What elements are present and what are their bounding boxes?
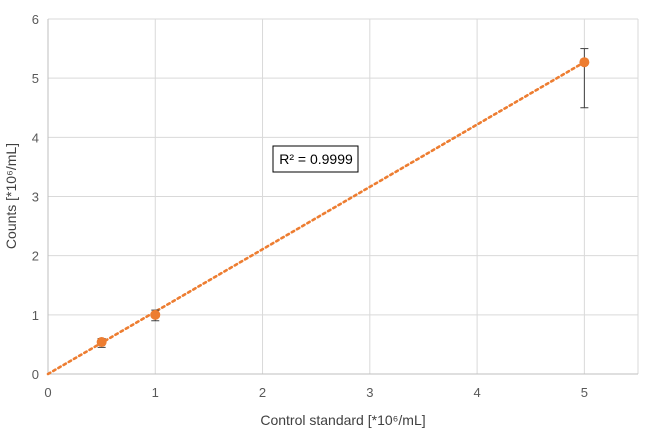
trendline-group	[46, 60, 586, 376]
data-points	[96, 57, 590, 348]
y-axis-title: Counts [*10⁶/mL]	[3, 143, 19, 249]
y-tick-label-3: 3	[32, 190, 39, 205]
annotation-box	[272, 145, 359, 173]
y-tick-label-2: 2	[32, 249, 39, 264]
axes	[47, 19, 638, 375]
trendline	[46, 60, 586, 376]
r-squared-annotation: R² = 0.9999	[272, 145, 359, 173]
y-tick-label-5: 5	[32, 71, 39, 86]
x-tick-labels: 0 1 2 3 4 5	[44, 385, 588, 400]
data-point-1	[150, 309, 161, 320]
y-tick-label-0: 0	[32, 367, 39, 382]
data-point-2	[579, 57, 590, 68]
x-axis-title: Control standard [*10⁶/mL]	[260, 412, 425, 428]
y-tick-label-1: 1	[32, 308, 39, 323]
y-tick-labels: 0 1 2 3 4 5 6	[32, 12, 39, 382]
x-tick-label-4: 4	[473, 385, 480, 400]
y-tick-label-6: 6	[32, 12, 39, 27]
x-tick-label-0: 0	[44, 385, 51, 400]
y-tick-label-4: 4	[32, 130, 39, 145]
x-tick-label-3: 3	[366, 385, 373, 400]
x-tick-label-5: 5	[581, 385, 588, 400]
grid-lines	[48, 18, 639, 374]
data-point-0	[96, 337, 107, 348]
annotation-text: R² = 0.9999	[279, 151, 353, 167]
x-tick-label-2: 2	[259, 385, 266, 400]
error-bars	[97, 48, 589, 348]
x-tick-label-1: 1	[152, 385, 159, 400]
